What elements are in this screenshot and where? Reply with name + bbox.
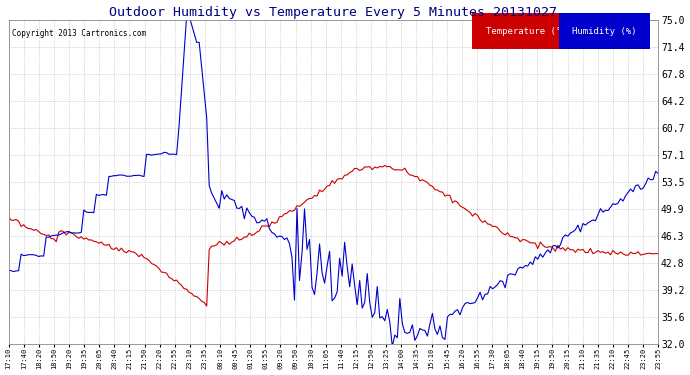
Title: Outdoor Humidity vs Temperature Every 5 Minutes 20131027: Outdoor Humidity vs Temperature Every 5 … <box>109 6 558 18</box>
Text: Humidity (%): Humidity (%) <box>573 27 637 36</box>
Text: Temperature (°F): Temperature (°F) <box>486 27 572 36</box>
Text: Copyright 2013 Cartronics.com: Copyright 2013 Cartronics.com <box>12 30 146 39</box>
